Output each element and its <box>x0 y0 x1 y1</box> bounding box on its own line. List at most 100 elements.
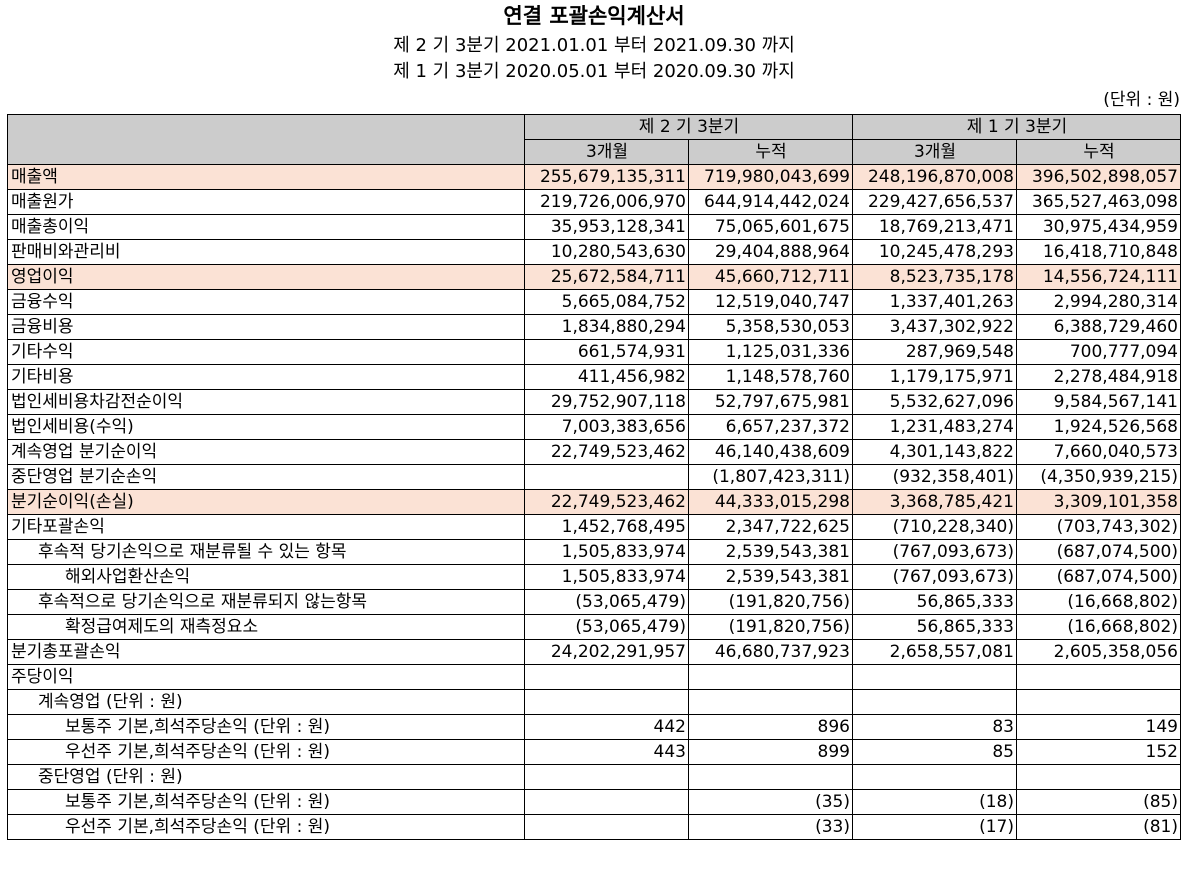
row-value: (703,743,302) <box>1016 514 1181 540</box>
row-value <box>852 764 1017 790</box>
row-label: 보통주 기본,희석주당손익 (단위 : 원) <box>7 789 525 815</box>
unit-label: (단위 : 원) <box>1103 90 1180 110</box>
table-row: 주당이익 <box>7 664 1181 690</box>
row-value: 44,333,015,298 <box>688 489 853 515</box>
row-label: 중단영업 분기순손익 <box>7 464 525 490</box>
table-row: 분기총포괄손익 24,202,291,957 46,680,737,923 2,658… <box>7 639 1181 665</box>
row-value: 24,202,291,957 <box>524 639 689 665</box>
row-value: 287,969,548 <box>852 339 1017 365</box>
row-value <box>524 789 689 815</box>
row-label: 확정급여제도의 재측정요소 <box>7 614 525 640</box>
income-statement-table: 제 2 기 3분기 제 1 기 3분기 3개월 누적 3개월 누적 매출액 255… <box>7 114 1181 840</box>
row-value <box>524 689 689 715</box>
row-label: 계속영업 (단위 : 원) <box>7 689 525 715</box>
row-value: (710,228,340) <box>852 514 1017 540</box>
row-label: 기타비용 <box>7 364 525 390</box>
row-value: (191,820,756) <box>688 589 853 615</box>
row-value <box>524 664 689 690</box>
row-value: 661,574,931 <box>524 339 689 365</box>
row-label: 금융비용 <box>7 314 525 340</box>
row-value: 56,865,333 <box>852 614 1017 640</box>
row-value: (687,074,500) <box>1016 539 1181 565</box>
table-header: 제 2 기 3분기 제 1 기 3분기 3개월 누적 3개월 누적 <box>7 114 1181 165</box>
header-current-cumulative: 누적 <box>688 139 853 165</box>
row-value: 2,278,484,918 <box>1016 364 1181 390</box>
row-value: 229,427,656,537 <box>852 189 1017 215</box>
row-value: 719,980,043,699 <box>688 164 853 190</box>
row-value: 1,924,526,568 <box>1016 414 1181 440</box>
row-value: 248,196,870,008 <box>852 164 1017 190</box>
row-value: 2,658,557,081 <box>852 639 1017 665</box>
row-value: 255,679,135,311 <box>524 164 689 190</box>
row-value: (767,093,673) <box>852 539 1017 565</box>
row-label: 분기총포괄손익 <box>7 639 525 665</box>
row-label: 후속적 당기손익으로 재분류될 수 있는 항목 <box>7 539 525 565</box>
row-value: (53,065,479) <box>524 614 689 640</box>
row-value: 35,953,128,341 <box>524 214 689 240</box>
row-label: 기타수익 <box>7 339 525 365</box>
header-prior-cumulative: 누적 <box>1016 139 1181 165</box>
table-row: 중단영업 (단위 : 원) <box>7 764 1181 790</box>
table-row: 법인세비용(수익) 7,003,383,656 6,657,237,372 1,231… <box>7 414 1181 440</box>
row-label: 판매비와관리비 <box>7 239 525 265</box>
row-value: 7,003,383,656 <box>524 414 689 440</box>
table-row: 보통주 기본,희석주당손익 (단위 : 원) 442 896 83 149 <box>7 714 1181 740</box>
row-value: 1,505,833,974 <box>524 539 689 565</box>
row-value <box>688 689 853 715</box>
row-value: 1,505,833,974 <box>524 564 689 590</box>
row-value: 149 <box>1016 714 1181 740</box>
row-value: 3,309,101,358 <box>1016 489 1181 515</box>
row-value: (85) <box>1016 789 1181 815</box>
row-value: 22,749,523,462 <box>524 439 689 465</box>
table-row: 계속영업 분기순이익 22,749,523,462 46,140,438,609 4,… <box>7 439 1181 465</box>
row-value: 365,527,463,098 <box>1016 189 1181 215</box>
row-value: (4,350,939,215) <box>1016 464 1181 490</box>
row-value: 1,179,175,971 <box>852 364 1017 390</box>
row-value <box>852 689 1017 715</box>
table-row: 계속영업 (단위 : 원) <box>7 689 1181 715</box>
row-value: 1,452,768,495 <box>524 514 689 540</box>
table-row: 판매비와관리비 10,280,543,630 29,404,888,964 10,24… <box>7 239 1181 265</box>
row-value: (1,807,423,311) <box>688 464 853 490</box>
row-value: 442 <box>524 714 689 740</box>
row-value: 9,584,567,141 <box>1016 389 1181 415</box>
table-body: 매출액 255,679,135,311 719,980,043,699 248,196… <box>7 164 1181 840</box>
row-value <box>524 814 689 840</box>
row-label: 해외사업환산손익 <box>7 564 525 590</box>
row-value <box>1016 664 1181 690</box>
row-value: (932,358,401) <box>852 464 1017 490</box>
row-value: 152 <box>1016 739 1181 765</box>
table-row: 중단영업 분기순손익 (1,807,423,311) (932,358,401) (4… <box>7 464 1181 490</box>
row-value <box>852 664 1017 690</box>
row-value: 6,388,729,460 <box>1016 314 1181 340</box>
row-value: 3,368,785,421 <box>852 489 1017 515</box>
row-value: 25,672,584,711 <box>524 264 689 290</box>
row-label: 법인세비용차감전순이익 <box>7 389 525 415</box>
row-value: (16,668,802) <box>1016 614 1181 640</box>
row-value: 1,125,031,336 <box>688 339 853 365</box>
row-value: 5,358,530,053 <box>688 314 853 340</box>
row-value: 5,532,627,096 <box>852 389 1017 415</box>
table-row: 후속적 당기손익으로 재분류될 수 있는 항목 1,505,833,974 2,53… <box>7 539 1181 565</box>
row-label: 금융수익 <box>7 289 525 315</box>
row-value: 1,148,578,760 <box>688 364 853 390</box>
row-value: 2,605,358,056 <box>1016 639 1181 665</box>
row-label: 매출액 <box>7 164 525 190</box>
row-value: 10,280,543,630 <box>524 239 689 265</box>
row-value: 700,777,094 <box>1016 339 1181 365</box>
row-value: (33) <box>688 814 853 840</box>
row-value: (191,820,756) <box>688 614 853 640</box>
table-row: 기타비용 411,456,982 1,148,578,760 1,179,175,97… <box>7 364 1181 390</box>
table-row: 매출액 255,679,135,311 719,980,043,699 248,196… <box>7 164 1181 190</box>
table-row: 우선주 기본,희석주당손익 (단위 : 원) 443 899 85 152 <box>7 739 1181 765</box>
row-label: 중단영업 (단위 : 원) <box>7 764 525 790</box>
row-value: 443 <box>524 739 689 765</box>
row-value: 85 <box>852 739 1017 765</box>
table-row: 우선주 기본,희석주당손익 (단위 : 원) (33) (17) (81) <box>7 814 1181 840</box>
header-prior-period: 제 1 기 3분기 <box>852 114 1181 140</box>
row-value <box>688 664 853 690</box>
row-value: 6,657,237,372 <box>688 414 853 440</box>
row-value: 18,769,213,471 <box>852 214 1017 240</box>
table-row: 매출원가 219,726,006,970 644,914,442,024 229,42… <box>7 189 1181 215</box>
row-label: 매출원가 <box>7 189 525 215</box>
